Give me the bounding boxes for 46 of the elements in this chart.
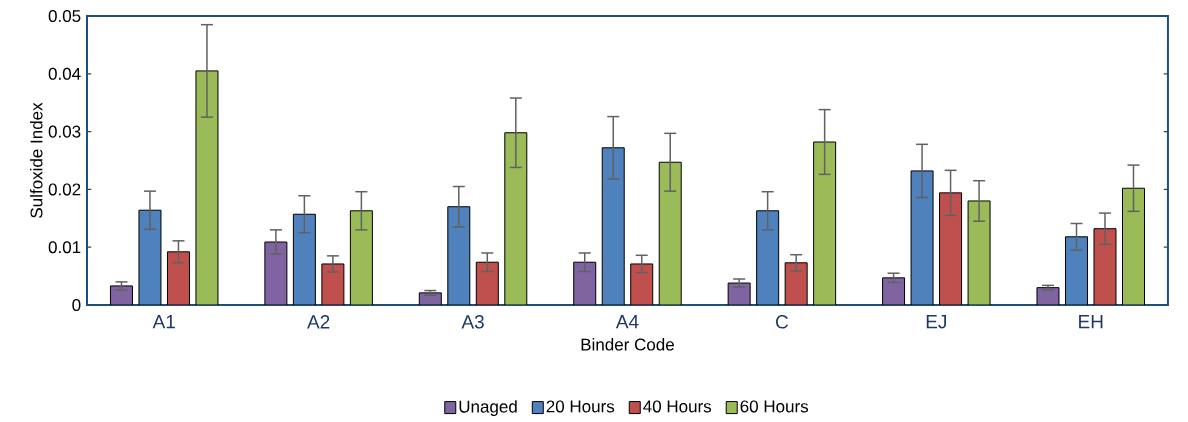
bar: [939, 192, 963, 305]
y-axis-title: Sulfoxide Index: [30, 102, 43, 218]
bar: [349, 210, 373, 305]
y-tick-label: 0.03: [48, 125, 81, 138]
x-tick-label: EH: [1079, 315, 1103, 329]
bar: [573, 261, 597, 305]
bar: [882, 277, 906, 305]
x-tick-label: A2: [307, 315, 330, 329]
bar: [1064, 236, 1088, 305]
legend-label: 60 Hours: [740, 400, 809, 413]
x-tick-label: EJ: [926, 315, 946, 329]
x-axis-title: Binder Code: [581, 338, 674, 351]
y-tick-label: 0.02: [48, 183, 81, 196]
bar: [166, 251, 190, 305]
bar: [138, 209, 162, 305]
y-tick-label: 0.01: [48, 241, 81, 254]
bar: [601, 147, 625, 305]
bar: [292, 213, 316, 305]
bar: [658, 161, 682, 305]
y-tick-label: 0: [72, 298, 81, 312]
bar: [264, 241, 288, 305]
bar: [1036, 287, 1060, 305]
bar: [504, 132, 528, 305]
bar: [109, 285, 133, 305]
legend-label: 20 Hours: [546, 400, 615, 413]
bar: [910, 170, 934, 305]
bar: [784, 262, 808, 305]
bar: [813, 141, 837, 305]
x-tick-label: A3: [461, 315, 484, 329]
bar: [321, 263, 345, 305]
bar: [475, 261, 499, 305]
bar: [967, 200, 991, 305]
bar: [447, 206, 471, 305]
legend-label: 40 Hours: [643, 400, 712, 413]
legend-label: Unaged: [459, 400, 517, 417]
y-tick-label: 0.04: [48, 67, 81, 80]
bar: [195, 70, 219, 305]
bar: [630, 263, 654, 305]
bar: [1093, 228, 1117, 305]
bar: [756, 210, 780, 305]
bar: [1121, 187, 1145, 305]
bar: [727, 282, 751, 305]
y-tick-label: 0.05: [48, 9, 81, 23]
x-tick-label: A1: [152, 315, 175, 329]
x-tick-label: C: [776, 315, 789, 329]
x-tick-label: A4: [615, 315, 639, 329]
